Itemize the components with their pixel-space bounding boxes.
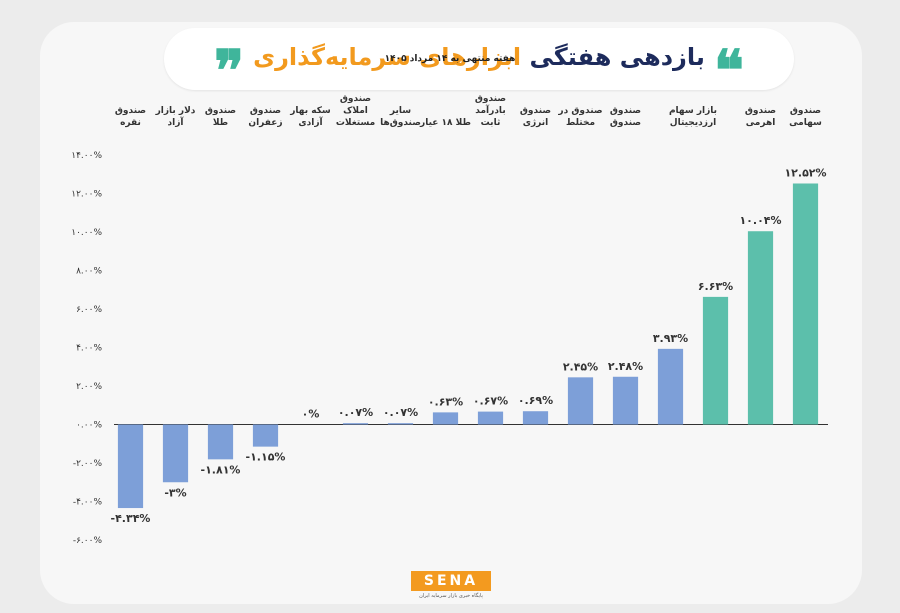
- y-tick-label: -۴.۰۰%: [73, 498, 103, 508]
- category-label: مستغلات: [336, 118, 375, 128]
- data-label: ۲.۴۵%: [563, 360, 598, 373]
- category-label: بادرآمد: [475, 104, 505, 116]
- category-label: صندوق: [475, 94, 506, 104]
- category-label: طلا ۱۸ عیار: [419, 118, 471, 128]
- category-label: اهرمی: [746, 118, 776, 128]
- data-label: ۲.۴۸%: [608, 360, 643, 373]
- data-label: ۰.۰۷%: [338, 406, 373, 419]
- category-label: صندوق: [115, 106, 146, 116]
- bar: [207, 424, 234, 460]
- category-label: آزادی: [298, 116, 323, 128]
- category-label: بازار سهام: [669, 106, 717, 116]
- y-tick-label: ۸.۰۰%: [76, 267, 102, 277]
- bar: [612, 376, 639, 425]
- data-label: -۴.۳۴%: [111, 512, 151, 525]
- data-label: ۰.۶۹%: [518, 394, 553, 407]
- quote-open-icon: ❞: [214, 38, 245, 104]
- data-label: ۱۰.۰۴%: [739, 214, 781, 227]
- bar: [477, 411, 504, 425]
- bar: [657, 348, 684, 425]
- data-label: ۶.۶۳%: [698, 280, 733, 293]
- category-label: سهامی: [789, 118, 822, 128]
- category-label: نقره: [120, 118, 141, 128]
- category-label: آزاد: [168, 116, 185, 128]
- title-banner: ❞ بازدهی هفتگی ابزارهای سرمایه‌گذاری ❝: [164, 28, 794, 99]
- y-tick-label: -۶.۰۰%: [73, 536, 103, 546]
- bar: [117, 424, 144, 509]
- category-label: مختلط: [566, 118, 595, 128]
- category-label: املاک: [343, 106, 368, 116]
- category-label: صندوق: [745, 106, 776, 116]
- y-tick-label: ۱۴.۰۰%: [71, 151, 102, 161]
- category-label: صندوق‌ها: [380, 118, 421, 128]
- category-label: صندوق: [610, 106, 641, 116]
- category-label: صندوق: [520, 106, 551, 116]
- data-label: ۰.۶۳%: [428, 395, 463, 408]
- bar: [522, 411, 549, 425]
- category-label: صندوق: [790, 106, 821, 116]
- data-label: ۱۲.۵۲%: [784, 166, 826, 179]
- quote-close-icon: ❝: [713, 38, 744, 104]
- category-label: صندوق: [340, 94, 371, 104]
- bar: [342, 423, 369, 425]
- title-part-a: بازدهی هفتگی: [529, 43, 705, 71]
- category-label: ارزدیجیتال: [670, 118, 716, 128]
- data-label: ۰%: [302, 408, 320, 421]
- y-tick-label: ۱۲.۰۰%: [71, 190, 102, 200]
- bar: [792, 183, 819, 425]
- sena-logo: SENA: [411, 571, 491, 591]
- category-label: صندوق در: [557, 106, 602, 116]
- y-tick-label: ۲.۰۰%: [76, 382, 102, 392]
- logo-tagline: پایگاه خبری بازار سرمایه ایران: [419, 593, 483, 599]
- category-label: صندوق: [205, 106, 236, 116]
- category-label: صندوق: [250, 106, 281, 116]
- y-tick-label: ۶.۰۰%: [76, 305, 102, 315]
- data-label: -۱.۸۱%: [201, 463, 241, 476]
- category-label: سایر: [389, 106, 411, 116]
- y-tick-label: -۲.۰۰%: [73, 459, 103, 469]
- data-label: -۱.۱۵%: [246, 451, 286, 464]
- category-label: انرژی: [523, 118, 549, 128]
- subtitle: هفته منتهی به ۱۴ مرداد ۱۴۰۵: [384, 54, 516, 64]
- category-label: سکه بهار: [289, 106, 331, 116]
- data-label: ۰.۰۷%: [383, 406, 418, 419]
- bar: [432, 412, 459, 425]
- data-label: ۰.۶۷%: [473, 395, 508, 408]
- y-tick-label: ۱۰.۰۰%: [71, 228, 102, 238]
- category-label: صندوق: [610, 118, 641, 128]
- category-label: زعفران: [248, 118, 282, 128]
- y-tick-label: ۴.۰۰%: [76, 344, 102, 354]
- bar: [387, 423, 414, 425]
- category-label: طلا: [213, 118, 228, 128]
- title-part-b: ابزارهای سرمایه‌گذاری: [253, 43, 522, 71]
- bar: [252, 424, 279, 447]
- bar: [567, 377, 594, 425]
- data-label: ۳.۹۳%: [653, 332, 688, 345]
- page-title: بازدهی هفتگی ابزارهای سرمایه‌گذاری: [164, 42, 794, 72]
- bar: [162, 424, 189, 483]
- y-tick-label: ۰.۰۰%: [76, 421, 102, 431]
- bar: [702, 296, 729, 425]
- data-label: -۳%: [164, 486, 186, 499]
- category-label: ثابت: [481, 118, 501, 128]
- category-label: دلار بازار: [155, 106, 196, 116]
- bar: [747, 231, 774, 425]
